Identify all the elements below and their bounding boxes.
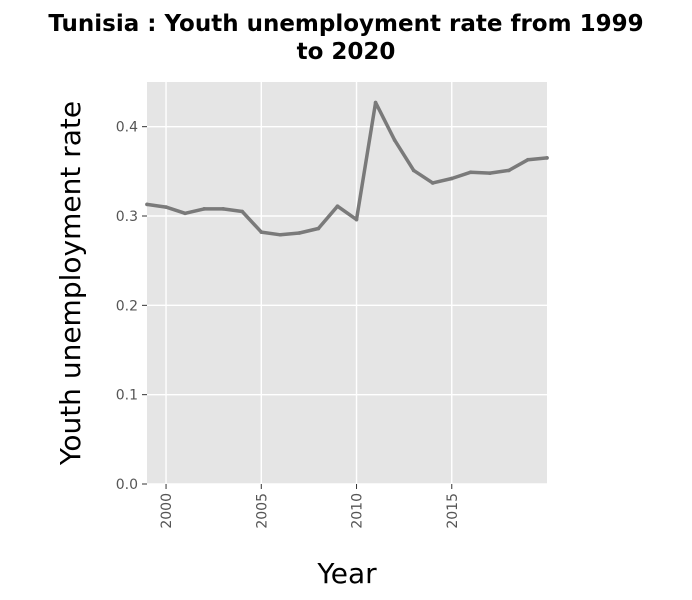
data-point [507, 168, 511, 173]
data-point [240, 209, 245, 214]
data-point [221, 207, 225, 211]
x-tick-label: 2015 [445, 493, 461, 529]
data-point [335, 204, 340, 208]
data-point [411, 168, 416, 173]
data-point [354, 217, 359, 222]
x-tick-label: 2000 [159, 493, 175, 529]
data-point [183, 211, 187, 216]
data-point [278, 232, 283, 237]
y-tick-label: 0.2 [116, 298, 138, 314]
x-axis-title: Year [316, 557, 377, 590]
x-tick-label: 2005 [254, 493, 270, 529]
data-point [202, 207, 206, 211]
data-point [392, 138, 397, 142]
x-tick-label: 2010 [350, 493, 366, 529]
data-point [373, 100, 378, 105]
chart-title: Tunisia : Youth unemployment rate from 1… [0, 10, 692, 66]
data-point [526, 157, 530, 162]
plot-panel [147, 82, 547, 484]
y-axis-ticks: 0.0 0.1 0.2 0.3 0.4 [116, 120, 147, 493]
y-tick-label: 0.3 [116, 209, 138, 225]
series-layer [145, 100, 549, 237]
data-point [316, 226, 321, 231]
chart-title-line2: to 2020 [296, 39, 396, 65]
data-point [545, 156, 549, 160]
data-point [449, 176, 454, 181]
x-axis-ticks: 2000 2005 2010 2015 [159, 484, 461, 529]
data-point [297, 231, 302, 235]
data-point [164, 205, 168, 209]
chart-title-line1: Tunisia : Youth unemployment rate from 1… [48, 11, 644, 37]
data-point [259, 230, 264, 234]
y-tick-label: 0.4 [116, 120, 138, 136]
data-point [430, 181, 435, 185]
y-tick-label: 0.1 [116, 388, 138, 404]
data-point [469, 170, 473, 175]
data-point [488, 171, 492, 175]
y-tick-label: 0.0 [116, 477, 138, 493]
grid-lines [147, 82, 547, 485]
y-axis-title: Youth unemployment rate [54, 101, 87, 466]
data-point [145, 202, 149, 207]
series-line [145, 100, 549, 237]
